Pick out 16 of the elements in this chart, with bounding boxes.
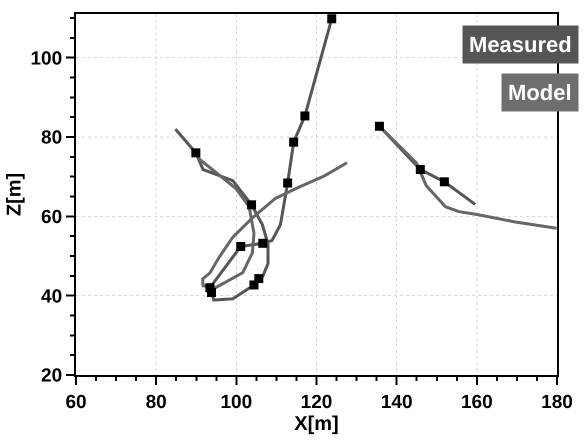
x-tick-label: 60: [65, 392, 87, 413]
x-tick-label: 80: [146, 392, 167, 413]
annotation: Model: [508, 80, 572, 105]
x-tick-label: 160: [460, 392, 493, 413]
x-tick-label: 140: [380, 392, 413, 413]
x-tick-label: 120: [300, 392, 332, 413]
y-tick-label: 20: [41, 366, 62, 387]
y-tick-label: 100: [30, 48, 62, 70]
annotation: Measured: [469, 32, 572, 57]
y-tick-label: 80: [41, 128, 62, 149]
y-tick-label: 40: [41, 286, 62, 308]
x-tick-label: 180: [541, 392, 573, 413]
x-tick-label: 100: [220, 392, 252, 413]
x-axis-title: X[m]: [294, 412, 339, 435]
y-axis-title: Z[m]: [3, 172, 26, 216]
y-tick-label: 60: [41, 206, 62, 228]
